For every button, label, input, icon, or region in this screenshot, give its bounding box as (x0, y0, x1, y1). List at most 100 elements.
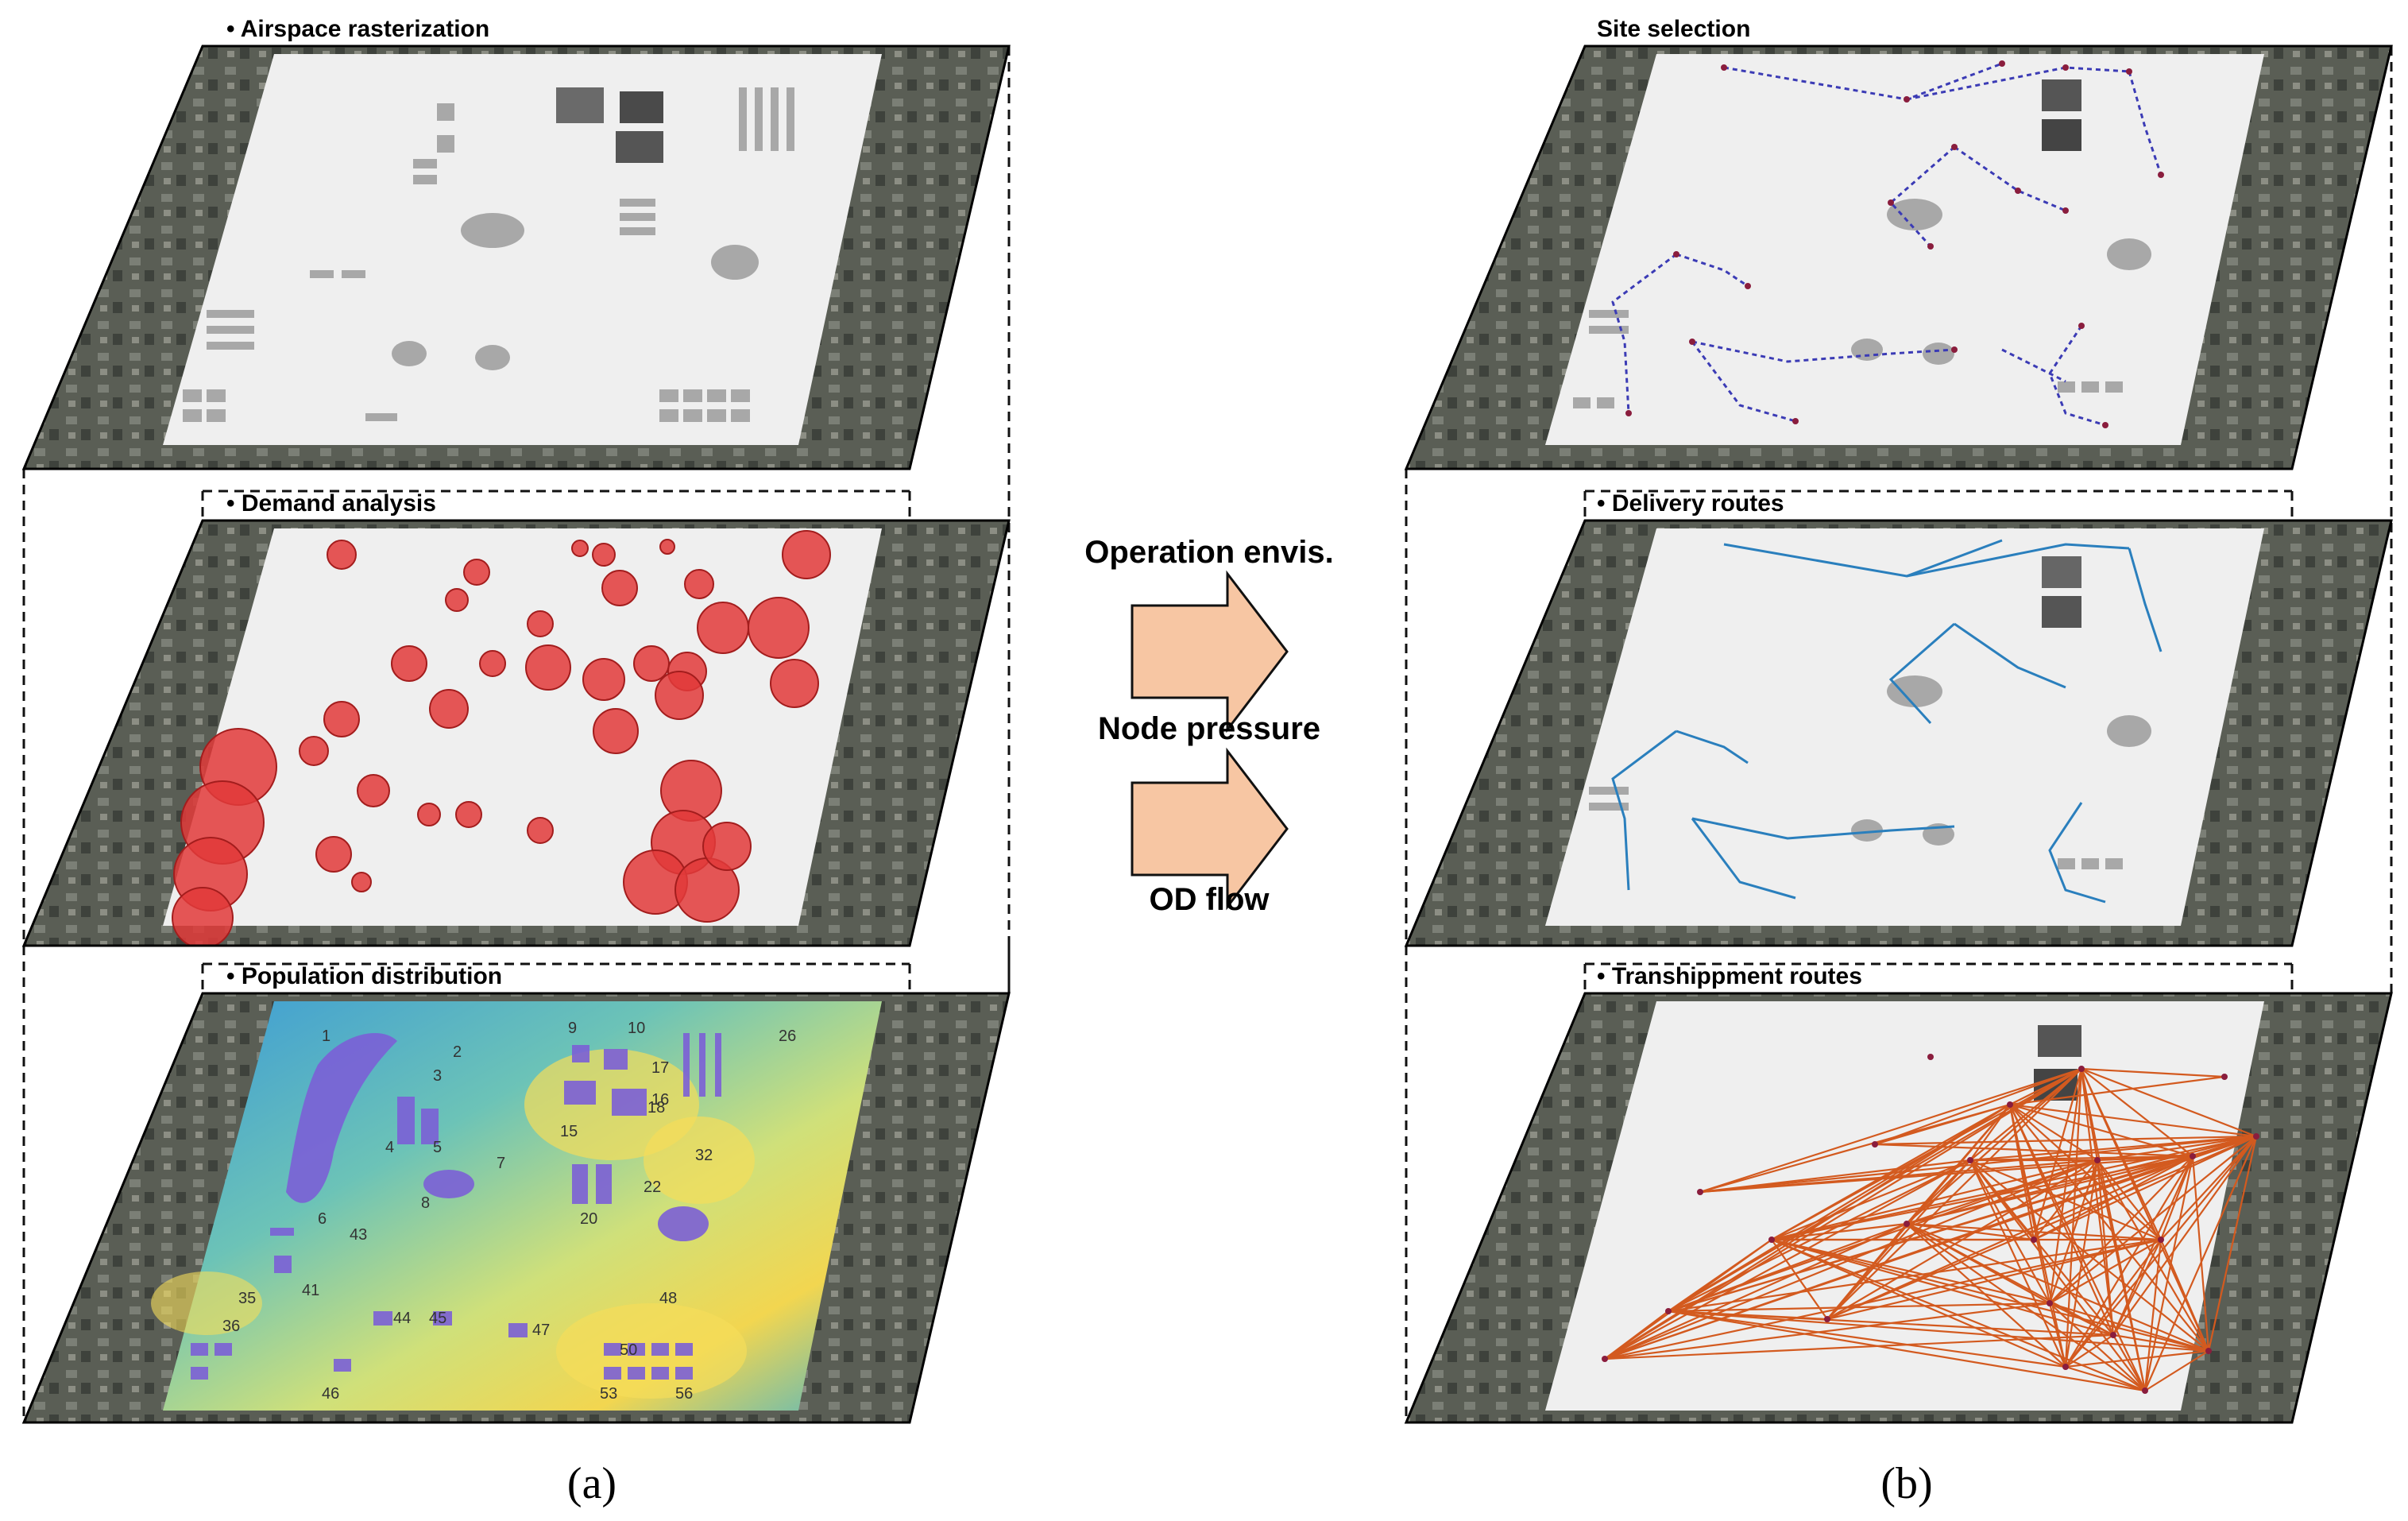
transship-route (1969, 1068, 2082, 1161)
svg-text:46: 46 (322, 1385, 339, 1403)
transship-route (1826, 1155, 2193, 1321)
transship-route (2065, 1334, 2114, 1368)
transship-route (2009, 1104, 2146, 1391)
transship-route (2065, 1349, 2209, 1368)
demand-circles (172, 530, 831, 946)
svg-text:18: 18 (647, 1099, 665, 1117)
transship-route (2048, 1302, 2067, 1368)
transship-route (1604, 1310, 1669, 1360)
transship-route (2080, 1068, 2115, 1336)
transship-route (1604, 1159, 1971, 1360)
transship-route (2049, 1239, 2162, 1304)
transship-route (2081, 1067, 2257, 1138)
left-layer-stack: • Airspace rasterization (21, 16, 1011, 1508)
transship-route (1668, 1068, 2082, 1312)
transship-route (1771, 1068, 2082, 1240)
transship-route (1826, 1223, 1907, 1320)
transship-route (1906, 1223, 2114, 1336)
transship-node (1904, 1221, 1910, 1227)
transship-route (1906, 1223, 2066, 1368)
transship-node (1697, 1189, 1703, 1195)
transship-route (1699, 1103, 2011, 1194)
transship-node (1927, 1054, 1934, 1060)
svg-text:9: 9 (568, 1020, 577, 1037)
transship-route (2097, 1159, 2162, 1240)
transship-node (2205, 1348, 2212, 1354)
svg-text:7: 7 (497, 1155, 505, 1172)
svg-text:20: 20 (580, 1210, 597, 1228)
transship-route (2049, 1136, 2257, 1304)
svg-text:43: 43 (350, 1226, 367, 1244)
transship-node (1824, 1316, 1830, 1322)
svg-text:26: 26 (779, 1028, 796, 1045)
transship-route (1969, 1159, 2114, 1336)
svg-text:3: 3 (433, 1067, 442, 1085)
svg-text:53: 53 (600, 1385, 617, 1403)
transship-route (2065, 1155, 2193, 1368)
purple-buildings (191, 1033, 721, 1380)
svg-text:8: 8 (421, 1194, 430, 1212)
transship-route (2160, 1136, 2257, 1240)
transship-route (2143, 1155, 2194, 1391)
transship-route (2081, 1068, 2193, 1157)
transship-node (2094, 1157, 2101, 1163)
svg-text:22: 22 (644, 1178, 661, 1196)
transship-route (2112, 1333, 2209, 1353)
transship-route (1874, 1067, 2082, 1146)
svg-text:1: 1 (322, 1028, 330, 1045)
transship-route (2049, 1302, 2114, 1336)
layer-label-site-selection: Site selection (1597, 16, 1750, 42)
flow-label-node-pressure: Node pressure (1098, 711, 1320, 746)
population-node-labels: 1 2 3 4 5 6 7 8 9 10 15 16 17 18 20 22 2 (222, 1020, 796, 1403)
transship-route (2033, 1136, 2257, 1240)
transship-nodes (1602, 1054, 2259, 1394)
building-blocks (183, 87, 794, 422)
transship-route (2143, 1239, 2163, 1391)
svg-text:15: 15 (560, 1123, 578, 1140)
transship-node (2047, 1300, 2053, 1306)
transship-route (1874, 1135, 2257, 1146)
layer-label-delivery-routes: • Delivery routes (1597, 490, 1784, 517)
layer-label-transhipment-routes: • Transhippment routes (1597, 963, 1862, 989)
svg-text:16: 16 (651, 1091, 669, 1109)
svg-text:44: 44 (393, 1310, 411, 1327)
transship-route (2080, 1068, 2210, 1352)
svg-text:2: 2 (453, 1043, 462, 1061)
transship-route (1604, 1302, 2050, 1360)
caption-b: (b) (1880, 1459, 1932, 1508)
arrow-2 (1131, 747, 1289, 911)
svg-text:36: 36 (222, 1318, 240, 1335)
transship-route (1668, 1159, 2098, 1313)
transship-route (2032, 1068, 2083, 1240)
layer-transhipment-routes: • Transhippment routes (1404, 963, 2393, 1424)
transship-node (2078, 1066, 2085, 1072)
layer-label-population: • Population distribution (226, 963, 502, 989)
transship-route (1668, 1222, 1907, 1313)
transship-node (1665, 1308, 1672, 1314)
transship-route (2096, 1159, 2147, 1391)
transship-route (1874, 1143, 2193, 1158)
transship-node (1872, 1141, 1878, 1148)
transship-route (1771, 1159, 2098, 1241)
transship-route (1699, 1159, 2098, 1194)
svg-text:45: 45 (429, 1310, 446, 1327)
layer-demand: • Demand analysis (21, 490, 1011, 947)
transship-route (2049, 1155, 2193, 1304)
transship-route (1906, 1222, 2162, 1241)
right-layer-stack: Site selection (1404, 16, 2393, 1508)
transship-route (1826, 1068, 2082, 1320)
transship-node (2142, 1387, 2148, 1394)
transship-route (1668, 1302, 2050, 1313)
transship-route (2033, 1159, 2098, 1240)
site-nodes (1625, 60, 2164, 428)
transship-route (1906, 1155, 2193, 1225)
transship-route (1771, 1238, 2050, 1305)
transship-route (2144, 1350, 2209, 1391)
transship-route (1604, 1155, 2193, 1360)
transship-node (2190, 1153, 2196, 1159)
transship-route (1771, 1238, 2209, 1353)
delivery-route-lines (1611, 539, 2163, 904)
svg-text:48: 48 (659, 1290, 677, 1307)
transship-node (2031, 1237, 2037, 1243)
